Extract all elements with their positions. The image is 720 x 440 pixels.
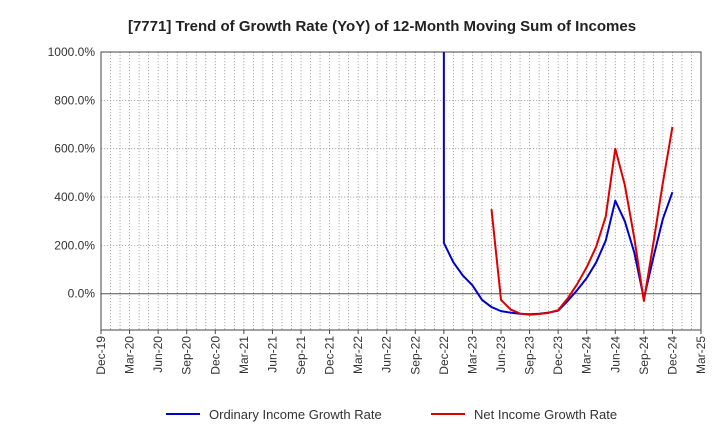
chart-title: [7771] Trend of Growth Rate (YoY) of 12-… [128,18,636,35]
y-tick-label: 400.0% [54,190,95,204]
x-tick-label: Jun-22 [380,336,394,373]
x-tick-label: Dec-22 [437,336,451,375]
x-tick-label: Mar-20 [123,336,137,374]
x-tick-label: Mar-21 [237,336,251,374]
x-tick-label: Sep-23 [523,336,537,375]
legend: Ordinary Income Growth Rate Net Income Gr… [166,407,617,422]
x-tick-label: Mar-24 [580,336,594,374]
x-tick-label: Mar-25 [694,336,708,374]
x-tick-label: Mar-22 [351,336,365,374]
y-tick-label: 0.0% [68,287,96,301]
plot-frame [100,51,702,331]
x-tick-label: Dec-21 [323,336,337,375]
x-tick-label: Dec-19 [94,336,108,375]
y-tick-label: 1000.0% [48,45,96,59]
x-tick-label: Dec-20 [208,336,222,375]
x-tick-label: Jun-20 [151,336,165,373]
y-tick-label: 200.0% [54,238,95,252]
x-tick-label: Jun-23 [494,336,508,373]
legend-label: Ordinary Income Growth Rate [209,407,382,422]
axes: 0.0% 200.0% 400.0% 600.0% 800.0% 1000.0% Dec-1… [48,45,708,375]
x-tick-label: Sep-21 [294,336,308,375]
x-tick-label: Sep-24 [637,336,651,375]
x-tick-label: Dec-24 [665,336,679,375]
x-tick-label: Dec-23 [551,336,565,375]
legend-label: Net Income Growth Rate [474,407,617,422]
y-tick-label: 600.0% [54,142,95,156]
y-tick-label: 800.0% [54,93,95,107]
x-tick-label: Jun-21 [265,336,279,373]
x-tick-label: Sep-22 [408,336,422,375]
x-tick-label: Sep-20 [180,336,194,375]
grid [100,51,702,330]
x-tick-label: Mar-23 [465,336,479,374]
series-line-net-income [490,126,674,316]
series-layer [442,52,674,316]
x-tick-label: Jun-24 [608,336,622,373]
